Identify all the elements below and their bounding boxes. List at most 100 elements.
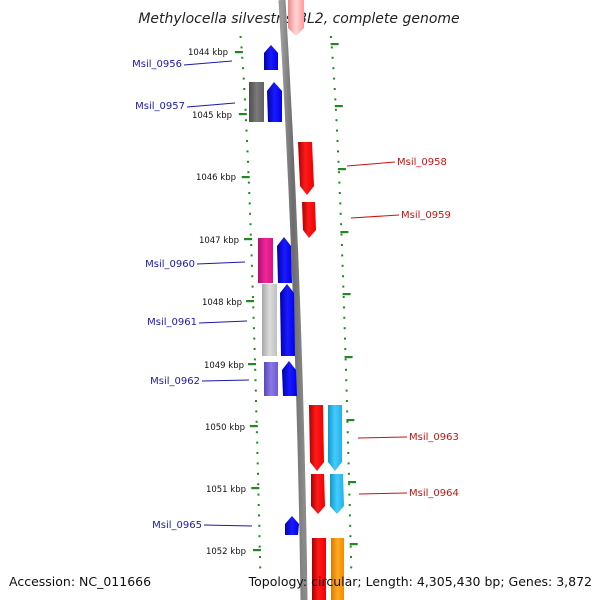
gene-arrow-reverse[interactable] (267, 82, 282, 122)
major-tick (330, 43, 339, 46)
major-tick (337, 168, 346, 171)
minor-tick (337, 160, 340, 163)
minor-tick (338, 192, 341, 194)
minor-tick (348, 504, 351, 506)
gene-cog-box[interactable] (331, 538, 344, 600)
gene-arrow-forward[interactable] (288, 0, 304, 36)
minor-tick (259, 556, 261, 558)
major-tick (246, 300, 255, 303)
minor-tick (339, 202, 342, 205)
gene-arrow-forward[interactable] (302, 202, 316, 238)
gene-label-msil-0956[interactable]: Msil_0956 (132, 59, 182, 70)
minor-tick (349, 545, 352, 548)
minor-tick (348, 483, 351, 486)
kbp-label: 1048 kbp (202, 298, 242, 308)
gene-arrow-reverse[interactable] (280, 284, 295, 356)
minor-tick (345, 379, 348, 382)
minor-tick (249, 233, 252, 236)
minor-tick (347, 441, 349, 444)
minor-tick (257, 472, 259, 475)
label-leader (346, 161, 396, 167)
minor-tick (252, 316, 255, 319)
minor-tick (257, 504, 260, 506)
gene-arrow-forward[interactable] (309, 405, 324, 471)
minor-tick (346, 420, 349, 423)
label-leader (350, 214, 400, 219)
gene-arrow-reverse[interactable] (277, 237, 292, 283)
minor-tick (341, 254, 344, 257)
gene-cog-box[interactable] (262, 284, 277, 356)
minor-tick (257, 493, 260, 496)
minor-tick (348, 514, 351, 517)
genome-backbone (278, 0, 308, 600)
gene-arrow-reverse[interactable] (282, 361, 297, 396)
gene-arrow-forward[interactable] (298, 142, 314, 195)
kbp-label: 1044 kbp (188, 48, 228, 58)
minor-tick (258, 514, 260, 517)
gene-arrow-reverse[interactable] (285, 516, 299, 535)
minor-tick (345, 368, 347, 371)
major-tick (340, 231, 349, 234)
minor-tick (247, 181, 250, 184)
minor-tick (255, 400, 257, 402)
label-leader (201, 379, 250, 382)
minor-tick (250, 244, 253, 246)
forward-gene-labels: Msil_0958 Msil_0959 Msil_0963 Msil_0964 (346, 157, 459, 499)
gene-cog-box[interactable] (264, 362, 278, 396)
gene-cog-box[interactable] (328, 405, 342, 471)
label-leader (357, 436, 408, 439)
gene-arrow-forward[interactable] (311, 474, 325, 514)
minor-tick (349, 535, 352, 538)
gene-cog-box[interactable] (249, 82, 264, 122)
minor-tick (338, 181, 341, 184)
gene-cog-box[interactable] (330, 474, 344, 514)
minor-tick (258, 535, 261, 538)
minor-tick (256, 452, 259, 454)
minor-tick (259, 566, 262, 569)
kbp-scale: 1044 kbp 1045 kbp 1046 kbp 1047 kbp 1048… (188, 48, 246, 557)
kbp-label: 1047 kbp (199, 236, 239, 246)
gene-label-msil-0958[interactable]: Msil_0958 (397, 157, 447, 168)
label-leader (196, 261, 246, 265)
gene-label-msil-0965[interactable]: Msil_0965 (152, 520, 202, 531)
major-tick (349, 543, 358, 546)
minor-tick (339, 212, 342, 215)
minor-tick (338, 171, 340, 174)
gene-label-msil-0963[interactable]: Msil_0963 (409, 432, 459, 443)
minor-tick (346, 410, 349, 413)
gene-label-msil-0959[interactable]: Msil_0959 (401, 210, 451, 221)
gene-label-msil-0960[interactable]: Msil_0960 (145, 259, 195, 270)
minor-tick (348, 493, 351, 496)
minor-tick (240, 46, 243, 49)
gene-label-msil-0957[interactable]: Msil_0957 (135, 101, 185, 112)
minor-tick (345, 400, 348, 402)
major-tick (334, 105, 343, 108)
gene-label-msil-0964[interactable]: Msil_0964 (409, 488, 459, 499)
minor-tick (340, 233, 343, 236)
minor-tick (341, 264, 344, 267)
minor-tick (344, 337, 346, 340)
minor-tick (337, 150, 339, 153)
gene-arrow-forward[interactable] (312, 538, 326, 600)
gene-label-msil-0962[interactable]: Msil_0962 (150, 376, 200, 387)
gene-label-msil-0961[interactable]: Msil_0961 (147, 317, 197, 328)
label-leader (186, 102, 236, 108)
label-leader (358, 492, 408, 495)
gene-cog-box[interactable] (258, 238, 273, 283)
minor-tick (243, 98, 246, 101)
minor-tick (345, 389, 348, 392)
kbp-label: 1051 kbp (206, 485, 246, 495)
major-tick (234, 51, 243, 54)
minor-tick (344, 358, 347, 361)
minor-tick (343, 327, 346, 330)
minor-tick (255, 420, 258, 423)
minor-tick (330, 46, 333, 49)
minor-tick (254, 379, 257, 382)
minor-tick (333, 88, 336, 90)
major-tick (346, 419, 355, 422)
gene-arrow-reverse[interactable] (264, 45, 278, 70)
major-tick (344, 356, 353, 359)
minor-tick (334, 108, 337, 111)
minor-tick (343, 306, 345, 309)
